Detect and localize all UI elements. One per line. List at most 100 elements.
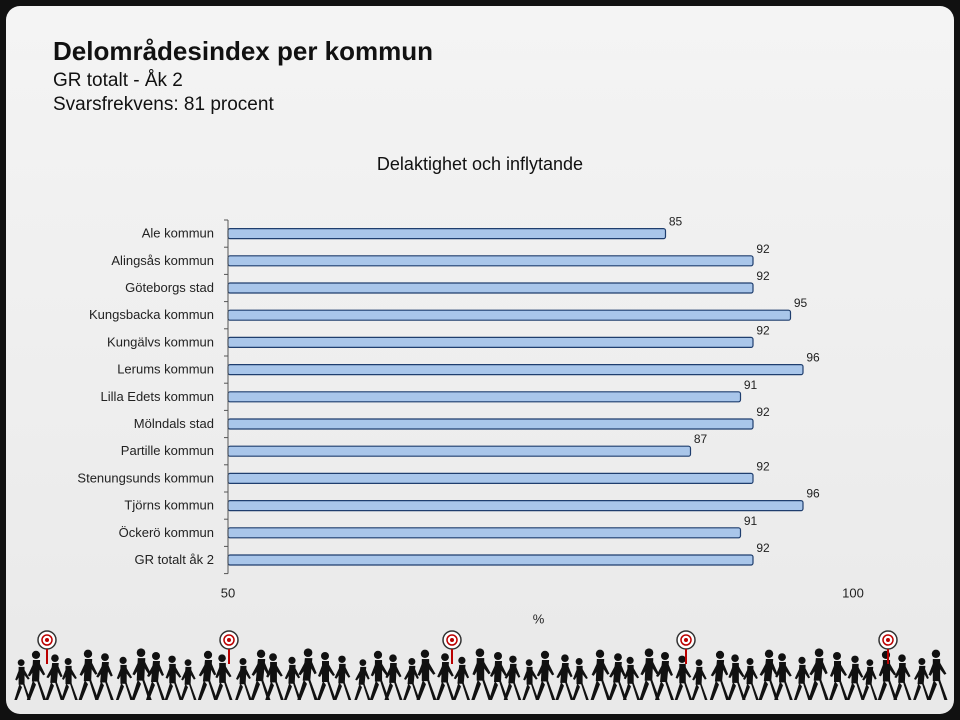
target-icon [442,630,462,664]
data-label: 87 [694,432,708,446]
walker-figure [522,659,539,700]
walker-figure [471,648,492,700]
bar [227,336,754,348]
walker-figure [354,659,371,700]
bar [227,418,754,430]
bar [227,527,742,539]
walker-figure [691,659,708,700]
walker-figure [846,655,865,700]
walker-figure [384,654,403,700]
walker-figure [436,653,455,700]
bars [227,228,804,566]
walker-figure [893,654,912,700]
slide-background: Delområdesindex per kommun GR totalt - Å… [6,6,954,714]
x-tick-label: 100 [842,586,864,601]
walker-figure [197,650,218,700]
bar [227,554,754,566]
walker-figure [317,652,336,700]
category-label: Öckerö kommun [119,525,214,540]
walker-figure [14,659,31,700]
page-subtitle-response-rate: Svarsfrekvens: 81 procent [53,94,274,115]
walker-figure [235,658,252,700]
data-label: 92 [756,323,770,337]
data-label: 96 [806,487,820,501]
bar [227,255,754,267]
data-label: 92 [756,405,770,419]
category-label: Kungälvs kommun [107,334,214,349]
walker-figure [489,652,508,700]
walker-figure [622,656,640,700]
data-label: 91 [744,514,758,528]
target-icon [676,630,696,664]
walker-figure [829,652,848,700]
category-labels: Ale kommun Alingsås kommun Göteborgs stad K… [77,226,214,567]
target-icon [219,630,239,664]
category-label: Mölndals stad [134,416,214,431]
walker-figure [774,653,793,700]
bar [227,228,667,240]
walker-figure [403,658,420,700]
category-label: Kungsbacka kommun [89,307,214,322]
walker-figure [861,659,878,700]
walker-figure [131,648,152,700]
walker-figure [927,649,948,700]
chart-title: Delaktighet och inflytande [376,154,584,174]
category-label: Göteborgs stad [125,280,214,295]
category-label: Ale kommun [142,226,214,241]
target-icons [37,630,898,664]
walker-figure [674,655,693,700]
walker-figure [61,658,78,700]
category-label: Tjörns kommun [124,498,214,513]
bar [227,500,804,512]
value-labels: 85 92 92 95 92 96 91 92 87 92 96 91 92 [669,215,820,555]
walker-figure [146,652,165,700]
walker-figure [416,649,437,700]
data-label: 92 [756,541,770,555]
walker-figure [877,650,898,700]
walker-figure [742,658,759,700]
walker-figure [452,656,470,700]
walker-figure [639,648,660,700]
bar [227,472,754,484]
walker-figure [727,654,746,700]
walker-figure [164,655,183,700]
walker-figure [283,656,301,700]
walker-figure [26,650,47,700]
category-label: Partille kommun [121,443,214,458]
data-label: 92 [756,459,770,473]
walker-figure [608,653,627,700]
walker-figure [590,649,611,700]
category-label: GR totalt åk 2 [135,552,214,567]
walker-figure [503,655,522,700]
target-icon [37,630,57,664]
x-axis-label: % [533,612,545,627]
page-subtitle-group: GR totalt - Åk 2 [53,70,183,91]
data-label: 91 [744,378,758,392]
walker-figure [265,653,284,700]
walker-figure [535,650,556,700]
bar [227,364,804,376]
data-label: 92 [756,242,770,256]
category-label: Lilla Edets kommun [101,389,214,404]
walker-figure [709,650,730,700]
walker-figure [297,648,318,700]
walking-people-icon [14,648,948,700]
walker-figure [115,656,133,700]
category-label: Alingsås kommun [111,253,214,268]
data-label: 95 [794,296,808,310]
walker-figure [214,654,233,700]
bar [227,309,792,321]
category-label: Lerums kommun [117,362,214,377]
target-icon [878,630,898,664]
walker-figure [572,658,589,700]
category-label: Stenungsunds kommun [77,470,214,485]
walker-figure [913,658,930,700]
data-label: 96 [806,351,820,365]
bar [227,445,692,457]
x-tick-label: 50 [221,586,235,601]
data-label: 92 [756,269,770,283]
walker-figure [655,652,674,700]
walker-figure [808,648,829,700]
data-label: 85 [669,215,683,229]
page-title: Delområdesindex per kommun [53,36,433,66]
